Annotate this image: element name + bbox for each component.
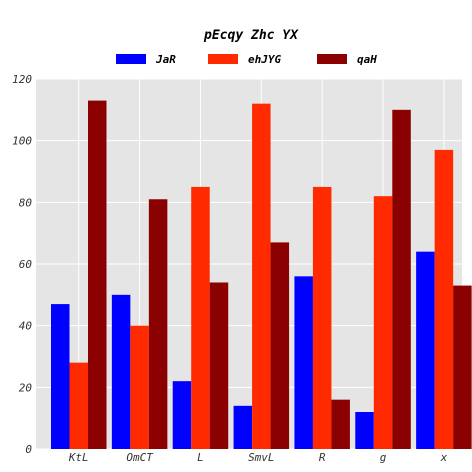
chart-title: pEcqy Zhc YX <box>203 28 299 43</box>
bar-qaH-R <box>331 399 350 449</box>
legend-label-JaR: JaR <box>155 53 176 66</box>
x-tick-label: KtL <box>68 451 89 464</box>
y-tick-label: 20 <box>19 381 33 394</box>
legend: JaR ehJYG qaH <box>116 53 377 66</box>
bar-JaR-KtL <box>51 304 70 449</box>
bar-ehJYG-x <box>434 149 454 449</box>
bar-ehJYG-L <box>191 186 210 449</box>
bar-JaR-R <box>294 276 313 449</box>
bar-JaR-SmvL <box>233 405 253 449</box>
bar-JaR-L <box>172 381 192 449</box>
bar-qaH-KtL <box>88 100 107 449</box>
y-axis: 0 20 40 60 80 100 120 <box>12 73 32 456</box>
bar-ehJYG-SmvL <box>252 103 271 450</box>
bar-JaR-OmCT <box>111 294 131 449</box>
x-tick-label: g <box>380 451 387 464</box>
bars <box>51 100 472 450</box>
x-tick-label: x <box>440 451 448 464</box>
x-tick-label: OmCT <box>126 451 154 464</box>
bar-ehJYG-g <box>373 196 393 449</box>
bar-ehJYG-R <box>312 186 332 449</box>
bar-ehJYG-OmCT <box>130 325 149 449</box>
bar-qaH-OmCT <box>148 199 168 449</box>
bar-JaR-g <box>355 412 374 449</box>
y-tick-label: 100 <box>12 135 32 148</box>
legend-label-ehJYG: ehJYG <box>248 53 281 66</box>
y-tick-label: 80 <box>19 196 33 209</box>
bar-qaH-g <box>392 109 411 449</box>
y-tick-label: 120 <box>12 73 32 86</box>
legend-swatch-JaR <box>116 54 146 64</box>
bar-qaH-x <box>453 285 472 449</box>
bar-qaH-SmvL <box>270 242 290 449</box>
x-tick-label: R <box>319 451 326 464</box>
x-tick-label: L <box>197 451 204 464</box>
legend-label-qaH: qaH <box>357 53 377 66</box>
bar-qaH-L <box>209 282 229 449</box>
x-tick-label: SmvL <box>248 451 275 464</box>
y-tick-label: 0 <box>25 443 32 456</box>
bar-ehJYG-KtL <box>69 362 88 449</box>
y-tick-label: 60 <box>19 258 33 271</box>
legend-swatch-qaH <box>317 54 347 64</box>
legend-swatch-ehJYG <box>208 54 238 64</box>
bar-JaR-x <box>416 251 435 449</box>
y-tick-label: 40 <box>19 320 33 333</box>
